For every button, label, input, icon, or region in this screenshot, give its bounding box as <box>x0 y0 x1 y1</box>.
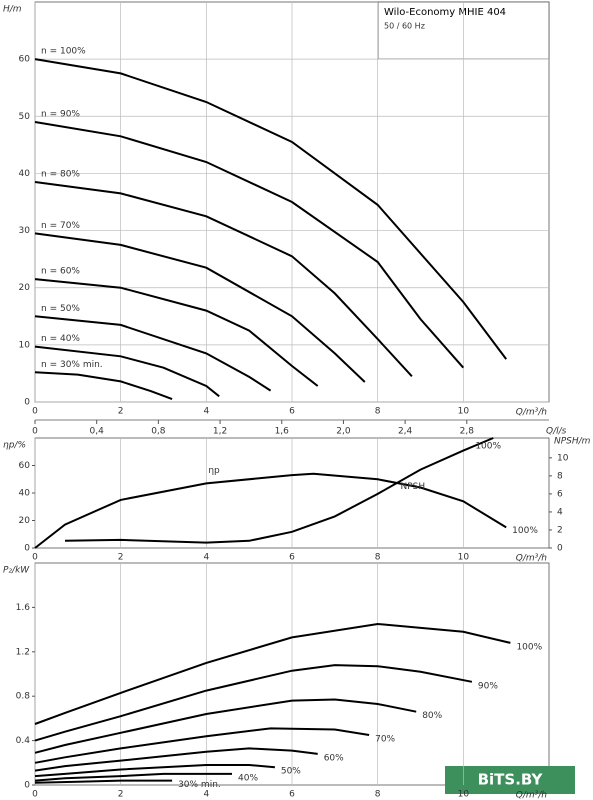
curve <box>34 772 232 782</box>
x-tick-label: 8 <box>375 790 381 800</box>
curve <box>34 278 319 387</box>
series-label: NPSH <box>401 482 426 492</box>
x-tick-label: 10 <box>458 790 470 800</box>
y-tick-label: 30 <box>19 226 31 236</box>
series-end-label: 100% <box>475 442 501 452</box>
x-tick-label: 2 <box>118 790 124 800</box>
series-label: n = 40% <box>41 334 80 344</box>
y-axis-label: P₂/kW <box>3 566 30 576</box>
y-tick-label: 50 <box>19 112 31 122</box>
series-label: 60% <box>324 753 344 763</box>
x-tick-label: 4 <box>203 790 209 800</box>
x-tick-label: 0 <box>32 553 38 563</box>
y-tick-label: 10 <box>19 340 31 350</box>
x-tick-label: 10 <box>458 553 470 563</box>
curve <box>34 747 318 772</box>
x2-tick-label: 1,2 <box>213 427 227 437</box>
watermark-box <box>445 766 575 794</box>
y-tick-label: 40 <box>19 489 31 499</box>
y-tick-label: 1.2 <box>16 647 30 657</box>
x2-tick-label: 0,8 <box>151 427 166 437</box>
y-tick-label: 40 <box>19 169 31 179</box>
series-label: ηp <box>208 466 220 476</box>
series-label: 40% <box>238 773 258 783</box>
x2-tick-label: 2,4 <box>398 427 413 437</box>
chart-title: Wilo-Economy MHIE 404 <box>384 7 506 18</box>
series-label: 50% <box>281 767 301 777</box>
curve <box>34 232 366 383</box>
series-label: n = 50% <box>41 304 80 314</box>
x-tick-label: 6 <box>289 407 295 417</box>
curve <box>34 58 507 360</box>
curve <box>34 622 511 725</box>
curve <box>34 727 370 764</box>
x-tick-label: 4 <box>203 553 209 563</box>
x-tick-label: 4 <box>203 407 209 417</box>
x-axis-label: Q/m³/h <box>516 791 548 800</box>
curve <box>34 664 473 742</box>
series-label: n = 80% <box>41 170 80 180</box>
curve <box>34 121 465 369</box>
y-tick-label: 60 <box>19 461 31 471</box>
y2-axis-label: NPSH/m <box>554 437 591 447</box>
y2-tick-label: 2 <box>557 525 563 535</box>
curve <box>34 764 275 778</box>
curve <box>34 315 272 392</box>
y-tick-label: 20 <box>19 516 31 526</box>
y2-tick-label: 4 <box>557 507 563 517</box>
y2-tick-label: 10 <box>557 453 569 463</box>
y2-tick-label: 6 <box>557 489 563 499</box>
y-tick-label: 0.8 <box>16 692 31 702</box>
curve <box>34 779 173 784</box>
series-label: n = 60% <box>41 267 80 277</box>
curve <box>34 698 417 754</box>
x2-tick-label: 0 <box>32 427 38 437</box>
watermark: BiTS.BY <box>478 771 544 789</box>
x-tick-label: 10 <box>458 407 470 417</box>
y2-tick-label: 8 <box>557 471 563 481</box>
x-tick-label: 0 <box>32 790 38 800</box>
x-tick-label: 8 <box>375 407 381 417</box>
curve <box>64 437 494 544</box>
y2-tick-label: 0 <box>557 544 563 554</box>
series-label: n = 100% <box>41 47 86 57</box>
series-label: n = 90% <box>41 110 80 120</box>
x-tick-label: 2 <box>118 407 124 417</box>
y-axis-label: H/m <box>3 5 22 15</box>
curve <box>34 345 220 398</box>
x-axis-label: Q/m³/h <box>516 408 548 418</box>
series-label: 100% <box>516 642 542 652</box>
series-label: 80% <box>422 711 442 721</box>
series-label: 90% <box>478 681 498 691</box>
series-label: 70% <box>375 735 395 745</box>
x2-tick-label: 2,0 <box>336 427 351 437</box>
y-tick-label: 60 <box>19 55 31 65</box>
y-tick-label: 0 <box>24 781 30 791</box>
chart-subtitle: 50 / 60 Hz <box>384 22 425 31</box>
series-label: 30% min. <box>178 780 221 790</box>
y-tick-label: 20 <box>19 283 31 293</box>
x2-axis-label: Q/l/s <box>546 427 567 437</box>
x-tick-label: 6 <box>289 553 295 563</box>
curve <box>34 181 413 377</box>
curve <box>34 472 507 549</box>
x-axis-label: Q/m³/h <box>516 554 548 564</box>
series-end-label: 100% <box>512 526 538 536</box>
y-tick-label: 0.4 <box>16 736 31 746</box>
y-axis-label: ηp/% <box>3 441 26 451</box>
x2-tick-label: 0,4 <box>90 427 105 437</box>
series-label: n = 70% <box>41 221 80 231</box>
x2-tick-label: 2,8 <box>460 427 475 437</box>
x-tick-label: 8 <box>375 553 381 563</box>
x-tick-label: 6 <box>289 790 295 800</box>
y-tick-label: 0 <box>24 544 30 554</box>
x-tick-label: 0 <box>32 407 38 417</box>
x-tick-label: 2 <box>118 553 124 563</box>
curve <box>34 371 173 401</box>
y-tick-label: 1.6 <box>16 603 31 613</box>
x2-tick-label: 1,6 <box>275 427 290 437</box>
series-label: n = 30% min. <box>41 360 103 370</box>
y-tick-label: 0 <box>24 398 30 408</box>
